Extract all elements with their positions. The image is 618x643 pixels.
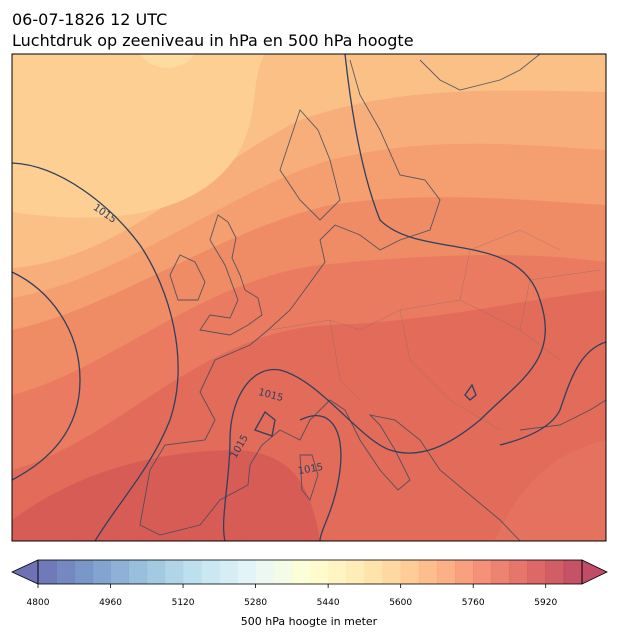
colorbar-tick-label: 4960 <box>99 598 122 608</box>
map: 1015 1015 1015 1015 <box>12 54 606 541</box>
colorbar: 4800 4960 5120 5280 5440 5600 5760 5920 <box>11 559 608 608</box>
coastline <box>139 329 521 541</box>
colorbar-extend <box>581 559 608 585</box>
coastline <box>199 214 263 336</box>
colorbar-cell <box>146 560 166 584</box>
coastline <box>519 399 606 431</box>
colorbar-tick-label: 5760 <box>462 598 485 608</box>
colorbar-cell <box>291 560 311 584</box>
colorbar-frame <box>37 559 583 585</box>
colorbar-cell <box>527 560 547 584</box>
colorbar-tick-label: 4800 <box>27 598 50 608</box>
colorbar-cell <box>400 560 420 584</box>
colorbar-cell <box>310 560 329 584</box>
isobar <box>254 383 477 437</box>
colorbar-cell <box>436 560 456 584</box>
colorbar-cell <box>56 560 75 584</box>
colorbar-tick-label: 5440 <box>317 598 340 608</box>
colorbar-tick-label: 5120 <box>172 598 195 608</box>
band <box>495 440 606 541</box>
colorbar-cell <box>237 560 256 584</box>
isobar <box>222 54 546 541</box>
isobar <box>12 162 179 541</box>
colorbar-cell <box>219 560 238 584</box>
coastline <box>299 454 319 501</box>
band <box>140 54 195 68</box>
isobar <box>12 271 81 481</box>
colorbar-cell <box>491 560 510 584</box>
colorbar-cell <box>128 560 148 584</box>
colorbar-tick-label: 5920 <box>534 598 557 608</box>
colorbar-cell <box>382 560 401 584</box>
colorbar-cell <box>201 560 220 584</box>
title: 06-07-1826 12 UTC <box>12 10 167 29</box>
colorbar-cell <box>346 560 365 584</box>
colorbar-cell <box>328 560 347 584</box>
coastline <box>169 254 206 301</box>
map-frame <box>11 53 607 542</box>
colorbar-cell <box>74 560 93 584</box>
colorbar-cell <box>418 560 438 584</box>
colorbar-cell <box>110 560 129 584</box>
isobar-label: 1015 <box>297 462 324 477</box>
coastline <box>267 59 441 331</box>
colorbar-cell <box>364 560 383 584</box>
isobar <box>499 341 606 446</box>
colorbar-tick-label: 5600 <box>389 598 412 608</box>
colorbar-cell <box>255 560 275 584</box>
isobar <box>299 414 342 541</box>
colorbar-cell <box>92 560 111 584</box>
colorbar-cell <box>164 560 184 584</box>
colorbar-cell <box>38 560 57 584</box>
colorbar-tick-label: 5280 <box>244 598 267 608</box>
colorbar-cell <box>545 560 565 584</box>
colorbar-cell <box>273 560 293 584</box>
colorbar-label: 500 hPa hoogte in meter <box>241 615 378 628</box>
colorbar-cell <box>473 560 492 584</box>
coastline <box>419 54 541 91</box>
colorbar-cell <box>509 560 528 584</box>
border <box>269 229 601 431</box>
band <box>12 450 320 541</box>
colorbar-cell <box>563 560 583 584</box>
colorbar-cell <box>455 560 474 584</box>
colorbar-extend <box>11 559 39 585</box>
coastline <box>279 109 341 221</box>
subtitle: Luchtdruk op zeeniveau in hPa en 500 hPa… <box>12 31 414 50</box>
colorbar-cell <box>183 560 202 584</box>
band <box>12 54 265 218</box>
